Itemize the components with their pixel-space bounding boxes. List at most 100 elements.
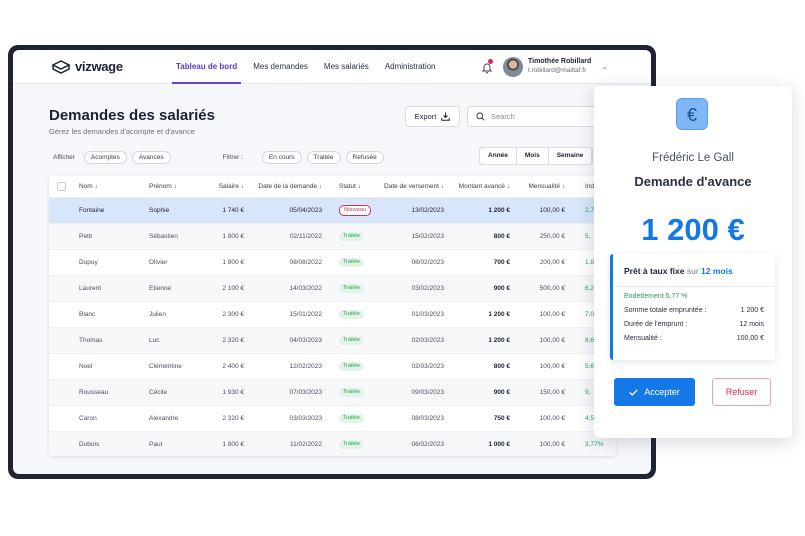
table-row[interactable]: Blanc Julien 2 300 € 15/01/2022 Traitée 01/03…: [49, 302, 616, 328]
cell-salaire: 1 800 €: [222, 441, 244, 448]
status-badge: Traitée: [339, 413, 364, 423]
cell-nom: Thomas: [79, 337, 103, 344]
cell-nom: Rousseau: [79, 389, 109, 396]
avatar[interactable]: [503, 57, 523, 77]
chip-acomptes[interactable]: Acomptes: [83, 151, 127, 164]
loan-line-label: Durée de l'emprunt :: [624, 321, 688, 328]
cell-montant: 900 €: [493, 389, 510, 396]
table-row[interactable]: Petit Sébastien 1 800 € 02/11/2022 Traitée 15…: [49, 224, 616, 250]
search-box[interactable]: [467, 106, 607, 127]
cell-salaire: 2 400 €: [222, 363, 244, 370]
chip-refusee[interactable]: Refusée: [345, 151, 384, 164]
cell-date-versement: 08/02/2023: [411, 259, 444, 266]
cell-statut: Traitée: [339, 302, 364, 328]
loan-line-value: 12 mois: [739, 321, 764, 328]
table-row[interactable]: Dubois Paul 1 800 € 11/02/2022 Traitée 06/02/…: [49, 432, 616, 456]
select-all-checkbox[interactable]: [57, 182, 66, 191]
col-indice[interactable]: Indi: [585, 183, 596, 190]
cell-indice: 4,5: [585, 415, 595, 422]
col-nom[interactable]: Nom ↓: [79, 176, 98, 198]
sort-arrow-icon: ↓: [357, 183, 362, 190]
export-button[interactable]: Export: [405, 106, 460, 127]
loan-line-value: 100,00 €: [736, 335, 764, 342]
period-week[interactable]: Semaine: [549, 148, 593, 164]
cell-date-versement: 01/03/2023: [411, 311, 444, 318]
sort-arrow-icon: ↓: [173, 183, 177, 190]
chip-en-cours[interactable]: En cours: [261, 151, 302, 164]
page-title: Demandes des salariés: [49, 107, 215, 124]
cell-prenom: Sophie: [149, 207, 170, 214]
cell-date-demande: 14/03/2022: [289, 285, 322, 292]
table-row[interactable]: Fontaine Sophie 1 740 € 05/04/2023 Nouveau 13…: [49, 198, 616, 224]
period-month[interactable]: Mois: [517, 148, 549, 164]
logo-icon: [51, 59, 71, 74]
logo[interactable]: vizwage: [51, 59, 123, 74]
col-date-demande-label: Date de la demande: [258, 183, 317, 190]
cell-salaire: 1 800 €: [222, 259, 244, 266]
col-montant[interactable]: Montant avancé ↓: [457, 176, 510, 198]
cell-mensualite: 100,00 €: [539, 207, 565, 214]
period-year[interactable]: Année: [480, 148, 517, 164]
loan-duration: 12 mois: [701, 266, 733, 276]
table-row[interactable]: Caron Alexandre 2 320 € 03/03/2023 Traitée 08…: [49, 406, 616, 432]
table-row[interactable]: Noel Clémentine 2 400 € 12/02/2023 Traitée 02…: [49, 354, 616, 380]
col-nom-label: Nom: [79, 183, 93, 190]
nav-my-employees[interactable]: Mes salariés: [323, 62, 369, 71]
user-name: Timothée Robillard: [528, 58, 592, 65]
cell-salaire: 2 100 €: [222, 285, 244, 292]
cell-date-versement: 15/02/2023: [411, 233, 444, 240]
col-prenom[interactable]: Prénom ↓: [149, 176, 177, 198]
cell-mensualite: 500,00 €: [539, 285, 565, 292]
filter-label: Filtrer :: [222, 154, 243, 161]
cell-nom: Dubois: [79, 441, 100, 448]
filters-bar: Afficher Acomptes Avances Filtrer : En c…: [53, 151, 384, 164]
col-date-versement[interactable]: Date de versement ↓: [379, 176, 444, 198]
col-date-versement-label: Date de versement: [384, 183, 439, 190]
debt-ratio: Endettement 5,77 %: [624, 293, 764, 300]
nav-dashboard[interactable]: Tableau de bord: [168, 50, 245, 84]
loan-request-card: € Frédéric Le Gall Demande d'avance 1 20…: [594, 86, 792, 438]
table-row[interactable]: Rousseau Cécile 1 930 € 07/03/2023 Traitée 09…: [49, 380, 616, 406]
refuse-label: Refuser: [725, 387, 758, 397]
status-badge: Traitée: [339, 283, 364, 293]
chip-avances[interactable]: Avances: [131, 151, 171, 164]
chip-traitee[interactable]: Traitée: [306, 151, 341, 164]
sort-arrow-icon: ↓: [318, 183, 322, 190]
table-row[interactable]: Dupuy Olivier 1 800 € 08/08/2022 Traitée 08/0…: [49, 250, 616, 276]
cell-nom: Caron: [79, 415, 97, 422]
search-input[interactable]: [491, 112, 581, 121]
col-mensualite[interactable]: Mensualité ↓: [525, 176, 566, 198]
cell-indice: 7,0: [585, 311, 595, 318]
cell-indice: 9,: [585, 389, 591, 396]
cell-prenom: Cécile: [149, 389, 168, 396]
app-screen: vizwage Tableau de bord Mes demandes Mes…: [13, 50, 651, 474]
loan-line-label: Mensualité :: [624, 335, 662, 342]
bell-icon[interactable]: [481, 59, 493, 79]
table-row[interactable]: Laurent Etienne 2 100 € 14/03/2022 Traitée 03…: [49, 276, 616, 302]
sort-arrow-icon: ↓: [440, 183, 444, 190]
cell-date-demande: 07/03/2023: [289, 389, 322, 396]
cell-prenom: Luc: [149, 337, 160, 344]
col-statut[interactable]: Statut ↓: [339, 176, 361, 198]
cell-montant: 1 200 €: [488, 337, 510, 344]
refuse-button[interactable]: Refuser: [712, 378, 771, 406]
nav-administration[interactable]: Administration: [384, 62, 436, 71]
nav-my-requests[interactable]: Mes demandes: [253, 62, 308, 71]
col-date-demande[interactable]: Date de la demande ↓: [257, 176, 322, 198]
cell-date-demande: 15/01/2022: [289, 311, 322, 318]
sort-arrow-icon: ↓: [94, 183, 98, 190]
cell-salaire: 1 740 €: [222, 207, 244, 214]
cell-prenom: Clémentine: [149, 363, 182, 370]
cell-statut: Traitée: [339, 250, 364, 276]
cell-statut: Traitée: [339, 328, 364, 354]
cell-mensualite: 100,00 €: [539, 337, 565, 344]
chevron-down-icon[interactable]: ⌄: [602, 64, 608, 71]
cell-nom: Petit: [79, 233, 93, 240]
table-row[interactable]: Thomas Luc 2 320 € 04/03/2023 Traitée 02/03/2…: [49, 328, 616, 354]
cell-montant: 800 €: [493, 363, 510, 370]
cell-date-demande: 11/02/2022: [289, 441, 322, 448]
col-salaire[interactable]: Salaire ↓: [209, 176, 244, 198]
cell-mensualite: 100,00 €: [539, 415, 565, 422]
accept-button[interactable]: Accepter: [614, 378, 695, 406]
user-info[interactable]: Timothée Robillard t.robillard@mailtaf.f…: [528, 58, 591, 74]
